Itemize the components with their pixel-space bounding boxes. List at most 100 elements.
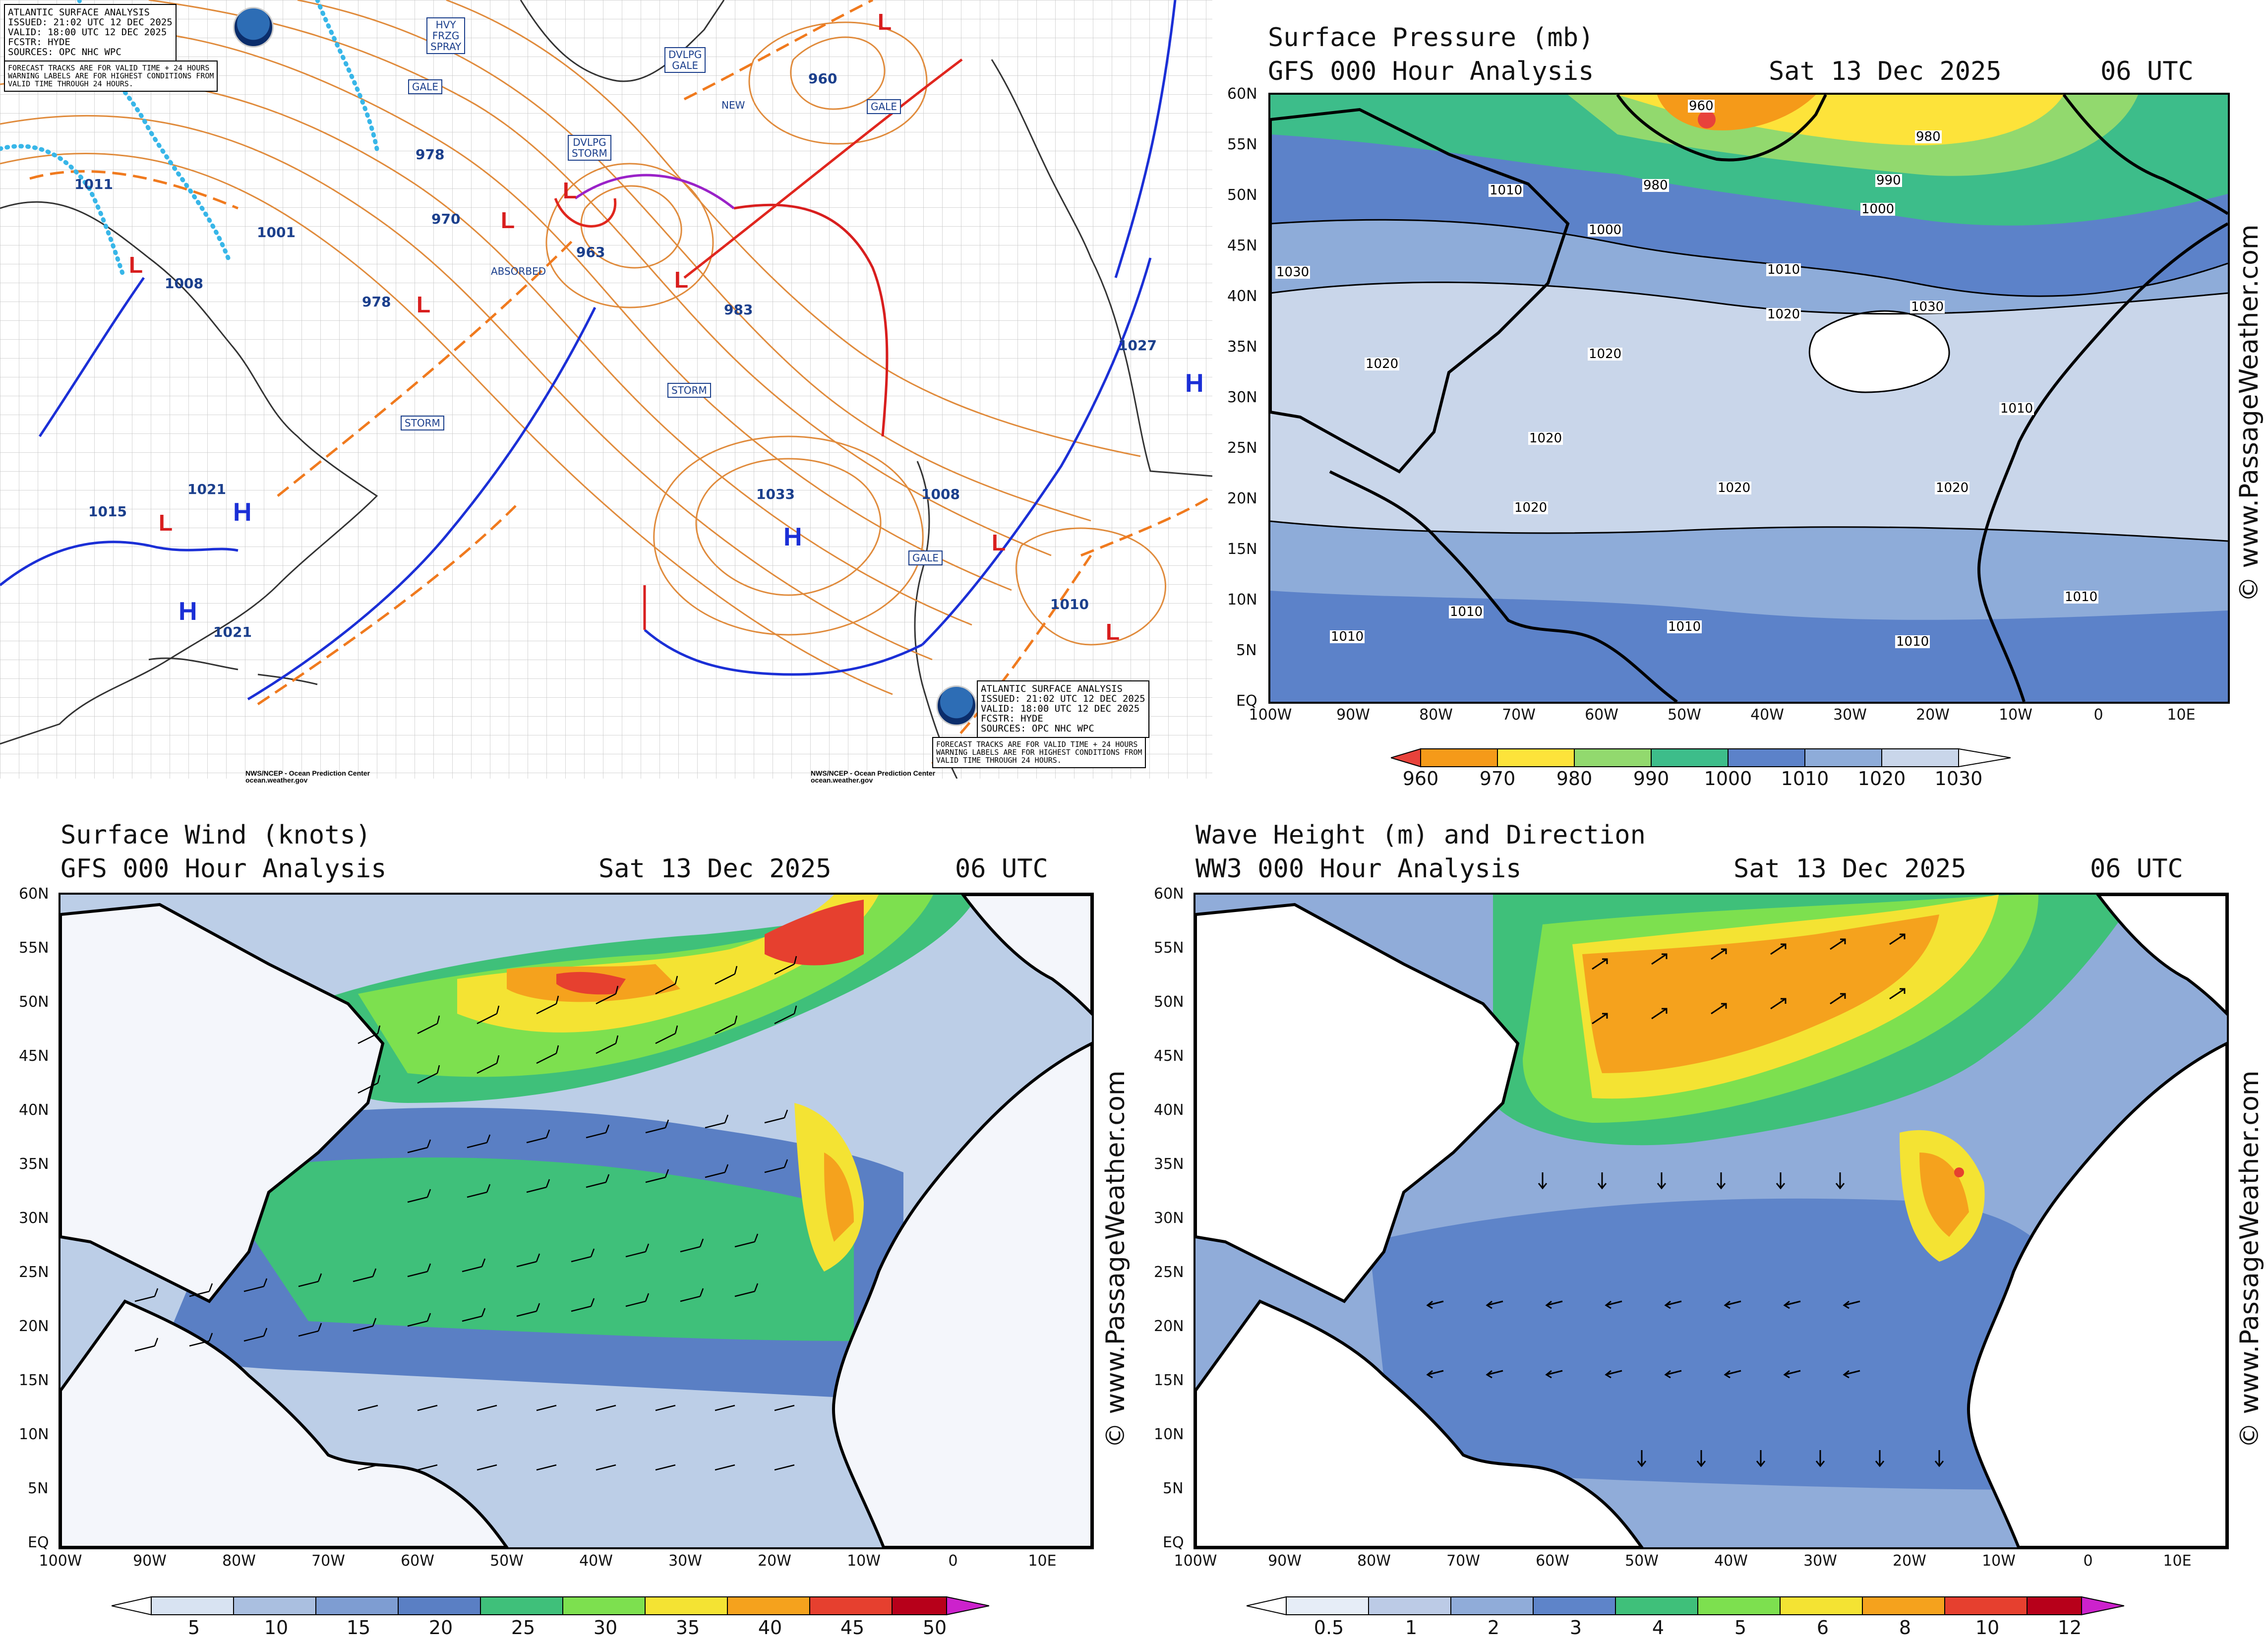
colorbar-label: 3 xyxy=(1569,1617,1582,1639)
wind-colorbar xyxy=(112,1596,989,1616)
pressure-label: 983 xyxy=(724,302,753,318)
new-label: NEW xyxy=(721,99,745,111)
x-tick: 0 xyxy=(2083,1552,2093,1570)
y-tick: 25N xyxy=(1154,1264,1184,1281)
y-tick: 20N xyxy=(1154,1318,1184,1335)
colorbar-label: 1020 xyxy=(1857,768,1906,790)
analysis-info-top: ATLANTIC SURFACE ANALYSIS ISSUED: 21:02 … xyxy=(4,4,177,61)
colorbar-label: 4 xyxy=(1652,1617,1665,1639)
wave-date: Sat 13 Dec 2025 xyxy=(1733,854,1967,884)
svg-text:H: H xyxy=(179,597,197,626)
isobar-label: 1020 xyxy=(1513,500,1549,515)
x-tick: 20W xyxy=(1893,1552,1926,1570)
y-tick: 10N xyxy=(1154,1426,1184,1443)
colorbar-label: 980 xyxy=(1556,768,1593,790)
colorbar-label: 20 xyxy=(428,1617,453,1639)
isobar-label: 1010 xyxy=(1667,619,1702,634)
colorbar-label: 30 xyxy=(593,1617,618,1639)
pressure-label: 1033 xyxy=(756,486,795,502)
y-tick: 45N xyxy=(1227,237,1257,254)
analysis-info-bottom: ATLANTIC SURFACE ANALYSIS ISSUED: 21:02 … xyxy=(977,680,1149,738)
wave-map xyxy=(1194,893,2229,1549)
svg-text:H: H xyxy=(1185,369,1204,398)
x-tick: 80W xyxy=(1357,1552,1391,1570)
isobar-label: 1010 xyxy=(1766,262,1801,277)
x-tick: 60W xyxy=(1585,706,1618,724)
colorbar-label: 6 xyxy=(1816,1617,1829,1639)
x-tick: 90W xyxy=(1268,1552,1302,1570)
colorbar-label: 0.5 xyxy=(1313,1617,1344,1639)
wave-subtitle: WW3 000 Hour Analysis xyxy=(1195,854,1522,884)
pressure-subtitle: GFS 000 Hour Analysis xyxy=(1268,57,1594,86)
warning-box: DVLPG STORM xyxy=(568,135,611,161)
pressure-label: 978 xyxy=(416,146,445,163)
absorbed-label: ABSORBED xyxy=(491,265,546,277)
colorbar-label: 8 xyxy=(1899,1617,1911,1639)
wave-colorbar xyxy=(1247,1596,2124,1616)
passageweather-credit: © www.PassageWeather.com xyxy=(1101,1070,1131,1448)
y-tick: 15N xyxy=(1227,541,1257,558)
warning-box: STORM xyxy=(667,383,711,398)
colorbar-label: 1010 xyxy=(1781,768,1829,790)
pressure-time: 06 UTC xyxy=(2100,57,2194,86)
x-tick: 20W xyxy=(758,1552,791,1570)
svg-text:L: L xyxy=(159,510,173,536)
pressure-panel: Surface Pressure (mb) GFS 000 Hour Analy… xyxy=(1212,0,2268,798)
isobar-label: 1010 xyxy=(1999,401,2034,416)
pressure-label: 1011 xyxy=(74,176,113,192)
pressure-label: 1015 xyxy=(88,503,127,520)
y-tick: 20N xyxy=(1227,490,1257,507)
pressure-title: Surface Pressure (mb) xyxy=(1268,23,1594,53)
x-tick: 10E xyxy=(1028,1552,1057,1570)
colorbar-label: 1030 xyxy=(1934,768,1983,790)
colorbar-label: 45 xyxy=(840,1617,865,1639)
surface-analysis-map: L L L L L L L L L H H H H xyxy=(0,0,1212,779)
isobar-label: 980 xyxy=(1642,178,1669,193)
svg-text:L: L xyxy=(674,267,688,293)
isobar-label: 1010 xyxy=(2064,590,2099,605)
passageweather-credit: © www.PassageWeather.com xyxy=(2235,1070,2265,1448)
isobar-label: 1020 xyxy=(1528,431,1563,446)
isobar-label: 1020 xyxy=(1365,357,1400,371)
x-tick: 20W xyxy=(1916,706,1950,724)
y-tick: 20N xyxy=(19,1318,49,1335)
svg-text:L: L xyxy=(563,178,577,203)
passageweather-credit: © www.PassageWeather.com xyxy=(2234,224,2264,602)
isobar-label: 1000 xyxy=(1860,202,1896,217)
y-tick: 40N xyxy=(1227,288,1257,305)
y-tick: 55N xyxy=(1227,136,1257,153)
x-tick: 50W xyxy=(1625,1552,1659,1570)
svg-text:L: L xyxy=(417,292,430,317)
colorbar-label: 35 xyxy=(675,1617,700,1639)
wind-time: 06 UTC xyxy=(955,854,1048,884)
noaa-logo xyxy=(936,685,977,726)
y-tick: 15N xyxy=(1154,1372,1184,1389)
svg-text:L: L xyxy=(878,9,892,35)
isobar-label: 1000 xyxy=(1588,223,1623,238)
isobar-label: 1010 xyxy=(1489,183,1524,198)
caribbean-islands xyxy=(148,657,318,685)
pressure-date: Sat 13 Dec 2025 xyxy=(1769,57,2002,86)
y-tick: 55N xyxy=(19,939,49,957)
wave-panel: Wave Height (m) and Direction WW3 000 Ho… xyxy=(1134,798,2268,1644)
x-tick: 30W xyxy=(1803,1552,1837,1570)
pressure-label: 1021 xyxy=(213,624,252,640)
y-tick: 30N xyxy=(1154,1210,1184,1227)
y-tick: 10N xyxy=(19,1426,49,1443)
y-tick: 45N xyxy=(1154,1047,1184,1065)
pressure-label: 1001 xyxy=(257,224,296,241)
x-tick: 30W xyxy=(668,1552,702,1570)
colorbar-label: 12 xyxy=(2057,1617,2082,1639)
x-tick: 60W xyxy=(1536,1552,1569,1570)
isobar-label: 1020 xyxy=(1935,481,1970,495)
x-tick: 40W xyxy=(579,1552,613,1570)
surface-analysis-chart: L L L L L L L L L H H H H 1011 1001 1008… xyxy=(0,0,1212,784)
y-tick: 5N xyxy=(1236,642,1257,659)
pressure-label: 978 xyxy=(362,294,391,310)
x-tick: 50W xyxy=(1668,706,1701,724)
y-tick: EQ xyxy=(1236,692,1257,710)
wave-time: 06 UTC xyxy=(2090,854,2183,884)
africa-coast xyxy=(914,461,958,779)
wind-date: Sat 13 Dec 2025 xyxy=(598,854,832,884)
svg-text:L: L xyxy=(992,530,1006,555)
